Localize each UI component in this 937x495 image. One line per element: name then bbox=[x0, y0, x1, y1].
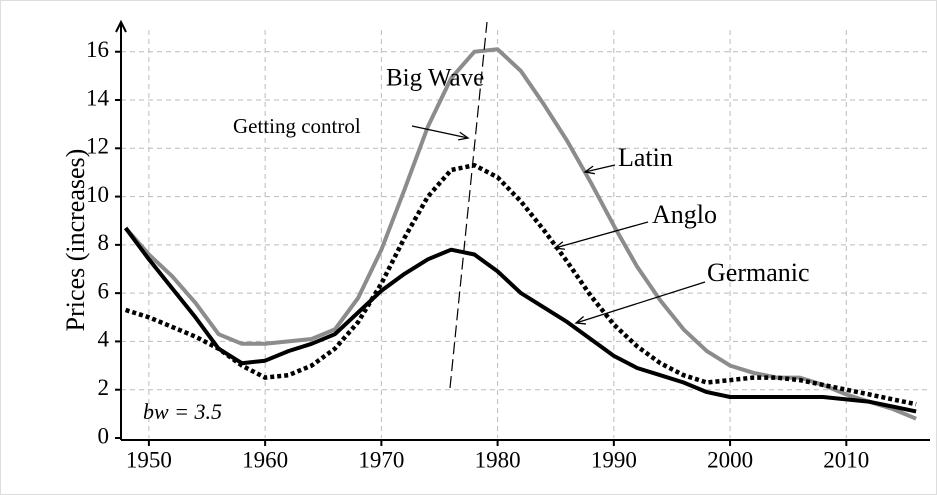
x-tick-label: 1960 bbox=[242, 447, 288, 472]
series-label: Anglo bbox=[652, 200, 717, 229]
arrow-head bbox=[458, 131, 470, 141]
y-tick-label: 0 bbox=[98, 423, 110, 448]
big-wave-line bbox=[449, 21, 488, 389]
arrow-head bbox=[574, 316, 587, 325]
y-tick-label: 16 bbox=[86, 37, 109, 62]
y-tick-label: 10 bbox=[86, 182, 109, 207]
x-tick-label: 1950 bbox=[126, 447, 172, 472]
arrow bbox=[575, 281, 706, 324]
y-tick-label: 6 bbox=[98, 278, 110, 303]
series-label: Germanic bbox=[707, 258, 810, 287]
arrow-head bbox=[553, 241, 566, 250]
arrow bbox=[584, 164, 616, 173]
series-line bbox=[124, 162, 917, 407]
series-line bbox=[123, 226, 917, 414]
y-tick-label: 12 bbox=[86, 134, 109, 159]
y-tick-label: 2 bbox=[98, 375, 110, 400]
x-tick-label: 2010 bbox=[823, 447, 869, 472]
y-tick-label: 8 bbox=[98, 230, 110, 255]
y-tick-label: 4 bbox=[98, 327, 110, 352]
y-tick-label: 14 bbox=[86, 85, 110, 110]
arrow bbox=[554, 221, 649, 249]
arrow-head bbox=[115, 19, 127, 33]
x-tick-label: 1980 bbox=[475, 447, 521, 472]
series-label: Latin bbox=[618, 143, 673, 172]
annotation: Getting control bbox=[233, 114, 361, 138]
x-tick-label: 1990 bbox=[591, 447, 637, 472]
y-axis-label: Prices (increases) bbox=[61, 149, 90, 332]
annotation: bw = 3.5 bbox=[143, 399, 222, 424]
x-tick-label: 1970 bbox=[358, 447, 404, 472]
series-line bbox=[124, 47, 917, 421]
annotation: Big Wave bbox=[386, 65, 484, 92]
arrow bbox=[411, 125, 469, 139]
x-tick-label: 2000 bbox=[707, 447, 753, 472]
arrow-head bbox=[583, 165, 595, 175]
